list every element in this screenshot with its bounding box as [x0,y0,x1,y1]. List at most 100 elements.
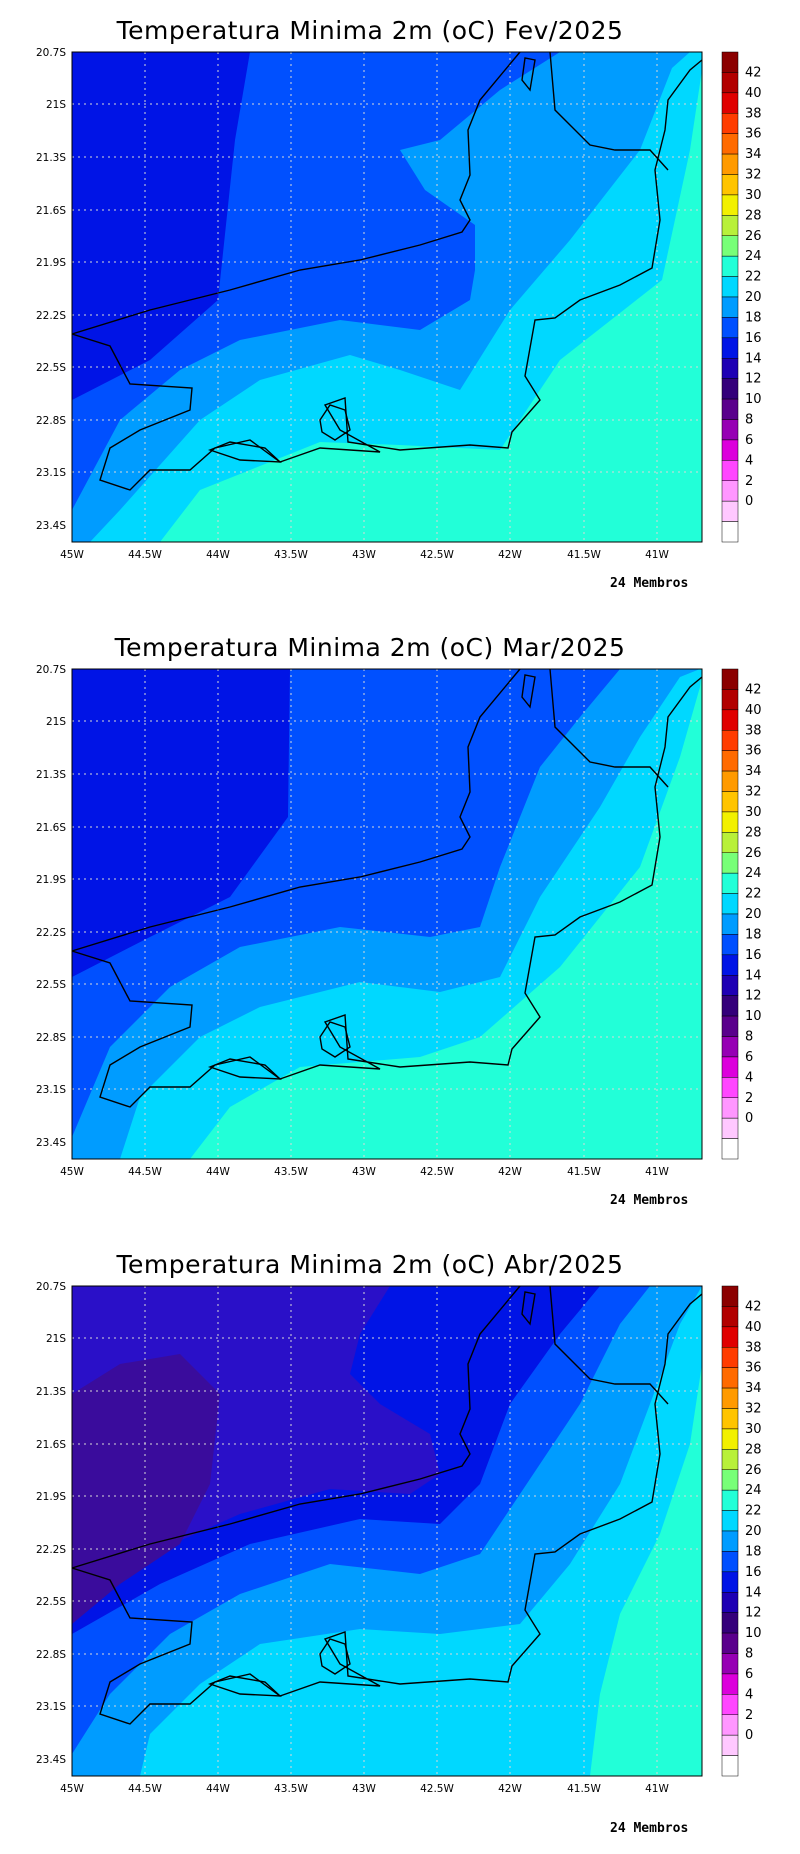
colorbar-label: 24 [745,249,762,264]
colorbar-label: 16 [745,948,762,963]
x-tick-label: 42.5W [420,1783,454,1795]
colorbar-swatch [721,276,739,298]
members-label: 24 Membros [610,576,689,591]
colorbar-swatch [721,51,739,73]
x-tick-label: 42W [498,1783,522,1795]
colorbar-swatch [721,811,739,833]
colorbar-label: 24 [745,1483,762,1498]
colorbar-label: 4 [745,1687,753,1702]
colorbar-label: 38 [745,723,762,738]
colorbar-swatch [721,419,739,441]
y-tick-label: 22.2S [36,1544,66,1556]
x-tick-label: 43W [352,1166,376,1178]
colorbar-label: 20 [745,1524,762,1539]
x-tick-label: 44.5W [128,549,162,561]
colorbar-swatch [721,954,739,976]
colorbar-label: 28 [745,825,762,840]
colorbar-swatch [721,852,739,874]
colorbar-swatch [721,1612,739,1634]
colorbar-swatch [721,1347,739,1368]
colorbar-swatch [721,521,739,543]
colorbar-label: 32 [745,785,762,800]
colorbar-label: 40 [745,86,762,101]
colorbar-label: 32 [745,168,762,183]
temperature-field [72,669,702,1159]
colorbar-label: 22 [745,1504,762,1519]
colorbar-label: 6 [745,1667,753,1682]
map-title: Temperatura Minima 2m (oC) Mar/2025 [114,633,626,662]
colorbar-label: 10 [745,1626,762,1641]
y-tick-label: 23.1S [36,1701,66,1713]
x-tick-label: 45W [60,1783,84,1795]
colorbar-label: 34 [745,147,762,162]
colorbar-label: 34 [745,1381,762,1396]
colorbar-label: 38 [745,106,762,121]
x-tick-label: 41.5W [567,1166,601,1178]
y-tick-label: 21.3S [36,1386,66,1398]
y-tick-label: 23.4S [36,1754,66,1766]
colorbar-label: 10 [745,392,762,407]
y-tick-label: 21S [46,99,66,111]
colorbar-label: 36 [745,1361,762,1376]
y-tick-label: 22.5S [36,362,66,374]
y-tick-label: 22.2S [36,927,66,939]
colorbar-label: 42 [745,682,762,697]
colorbar-swatch [721,1653,739,1675]
colorbar-swatch [721,893,739,915]
colorbar-swatch [721,1306,739,1328]
x-tick-label: 41W [645,549,669,561]
colorbar-label: 22 [745,887,762,902]
colorbar-label: 4 [745,1070,753,1085]
y-tick-label: 22.5S [36,1596,66,1608]
coastline-and-borders [71,1285,703,1725]
map-title: Temperatura Minima 2m (oC) Abr/2025 [116,1250,624,1279]
y-tick-label: 21.9S [36,257,66,269]
coastline-and-borders [71,51,703,491]
x-tick-label: 41W [645,1783,669,1795]
y-tick-label: 21S [46,1333,66,1345]
y-tick-label: 21.9S [36,874,66,886]
colorbar-swatch [721,668,739,690]
colorbar-label: 8 [745,1030,753,1045]
colorbar-swatch [721,1551,739,1573]
x-tick-label: 44.5W [128,1166,162,1178]
colorbar-label: 36 [745,744,762,759]
colorbar-swatch [721,1714,739,1736]
x-tick-label: 43W [352,1783,376,1795]
colorbar-label: 2 [745,1708,753,1723]
x-tick-label: 42W [498,1166,522,1178]
map-panel-feb: Temperatura Minima 2m (oC) Fev/2025 [0,0,800,591]
colorbar-swatch [721,791,739,813]
colorbar-label: 24 [745,866,762,881]
x-axis-labels: 45W 44.5W 44W 43.5W 43W 42.5W 42W 41.5W … [60,1783,669,1795]
map-figure: 20.7S 21S 21.3S 21.6S 21.9S 22.2S 22.5S … [36,664,762,1178]
x-tick-label: 42.5W [420,549,454,561]
colorbar-label: 8 [745,1647,753,1662]
colorbar-swatch [721,1510,739,1532]
colorbar-label: 12 [745,1606,762,1621]
colorbar-label: 18 [745,927,762,942]
colorbar-swatch [721,460,739,482]
colorbar-swatch [721,1449,739,1470]
y-tick-label: 21.3S [36,152,66,164]
x-tick-label: 45W [60,1166,84,1178]
colorbar-swatch [721,1755,739,1777]
colorbar-swatch [721,235,739,257]
colorbar-label: 2 [745,474,753,489]
colorbar-swatch [721,1285,739,1307]
colorbar-swatch [721,480,739,502]
colorbar-swatch [721,358,739,379]
graticule [72,52,702,542]
colorbar-swatch [721,1077,739,1099]
map-frame [71,51,703,543]
colorbar-label: 6 [745,433,753,448]
colorbar-swatch [721,689,739,711]
members-label: 24 Membros [610,1193,689,1208]
colorbar-label: 22 [745,270,762,285]
colorbar-label: 18 [745,310,762,325]
x-tick-label: 41.5W [567,1783,601,1795]
colorbar-swatch [721,1036,739,1058]
